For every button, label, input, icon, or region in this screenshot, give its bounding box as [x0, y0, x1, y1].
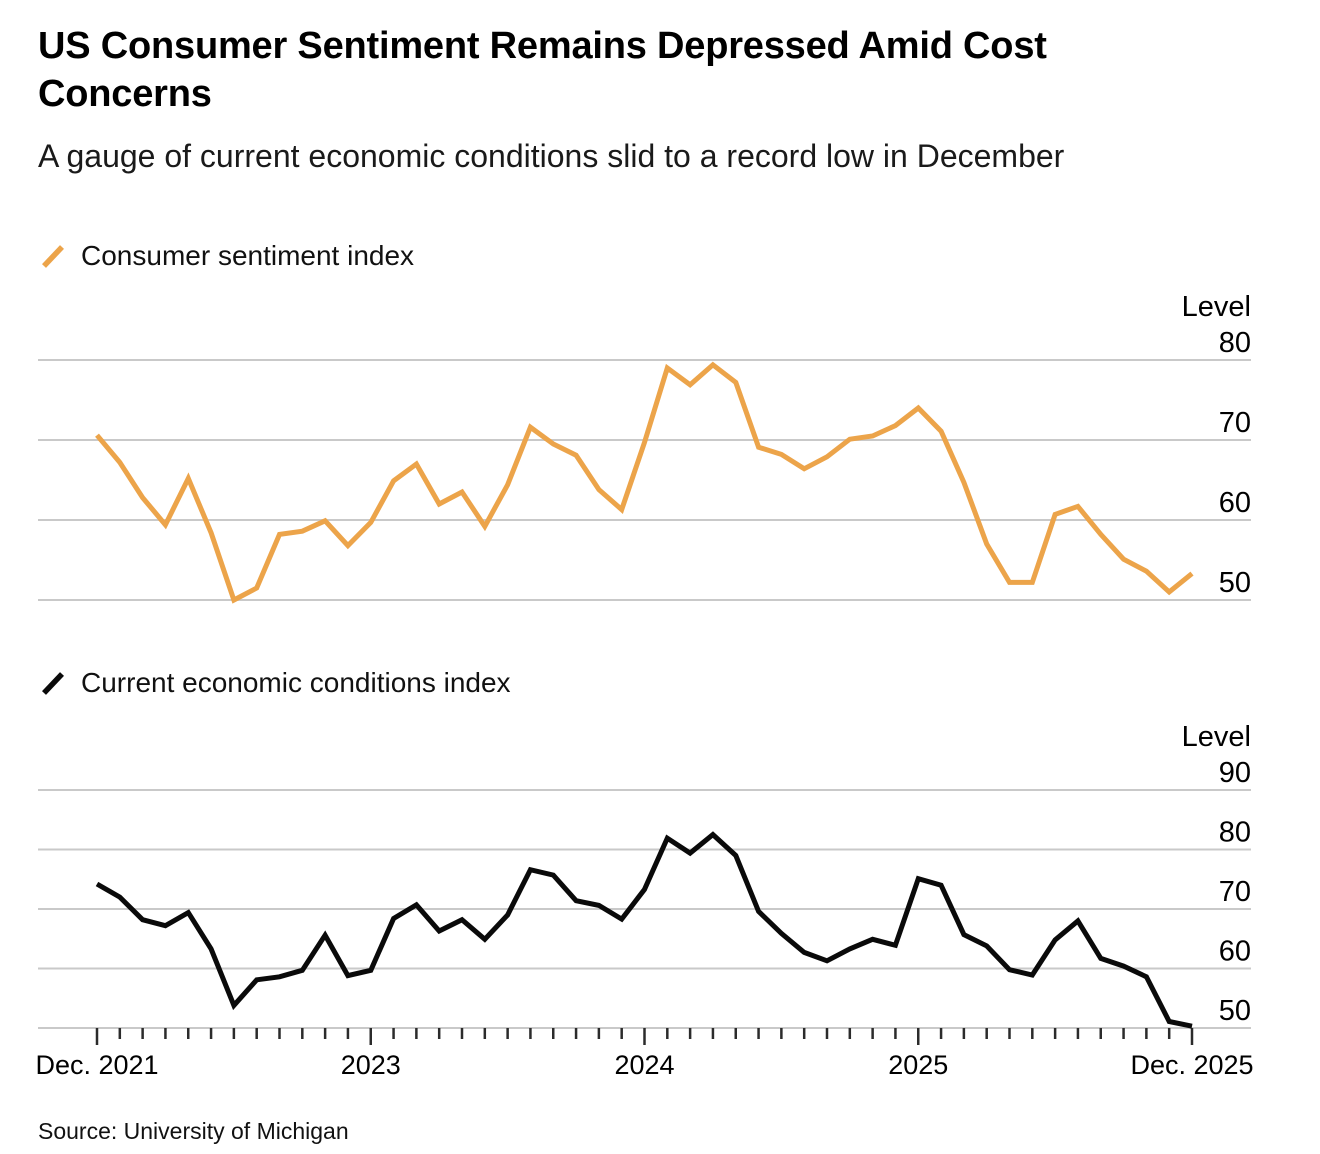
series-line — [95, 831, 1193, 1029]
y-axis-tick-label: 80 — [1219, 327, 1251, 359]
x-axis-tick-label: Dec. 2021 — [35, 1050, 158, 1080]
legend-consumer-sentiment: Consumer sentiment index — [40, 240, 415, 271]
page-subtitle: A gauge of current economic conditions s… — [38, 138, 1065, 174]
y-axis-unit-label: Level — [1182, 291, 1251, 323]
page-title: US Consumer Sentiment Remains Depressed … — [38, 25, 1047, 115]
current-conditions-chart: 90 80 70 60 50 Level Dec. 2021 2023 2024 2025 Dec.… — [35, 721, 1253, 1080]
y-axis-tick-label: 50 — [1219, 995, 1251, 1027]
y-axis-tick-label: 50 — [1219, 567, 1251, 599]
legend-label: Current economic conditions index — [81, 667, 511, 698]
y-axis-tick-label: 70 — [1219, 407, 1251, 439]
x-axis-tick-label: 2025 — [888, 1050, 948, 1080]
source-note: Source: University of Michigan — [38, 1118, 349, 1144]
legend-label: Consumer sentiment index — [81, 240, 415, 271]
y-axis-tick-label: 60 — [1219, 936, 1251, 968]
black-slash-icon — [42, 672, 64, 695]
x-axis-tick-label: 2023 — [341, 1050, 401, 1080]
x-axis-tick-label: 2024 — [614, 1050, 674, 1080]
legend-current-conditions: Current economic conditions index — [40, 667, 511, 698]
y-axis-tick-label: 60 — [1219, 487, 1251, 519]
y-axis-tick-label: 70 — [1219, 876, 1251, 908]
series-line — [95, 361, 1194, 604]
y-axis-unit-label: Level — [1182, 721, 1251, 753]
y-axis-tick-label: 90 — [1219, 757, 1251, 789]
consumer-sentiment-chart: 80 70 60 50 Level — [38, 291, 1251, 604]
x-axis-tick-label: Dec. 2025 — [1130, 1050, 1253, 1080]
y-axis-tick-label: 80 — [1219, 817, 1251, 849]
orange-slash-icon — [42, 245, 64, 268]
